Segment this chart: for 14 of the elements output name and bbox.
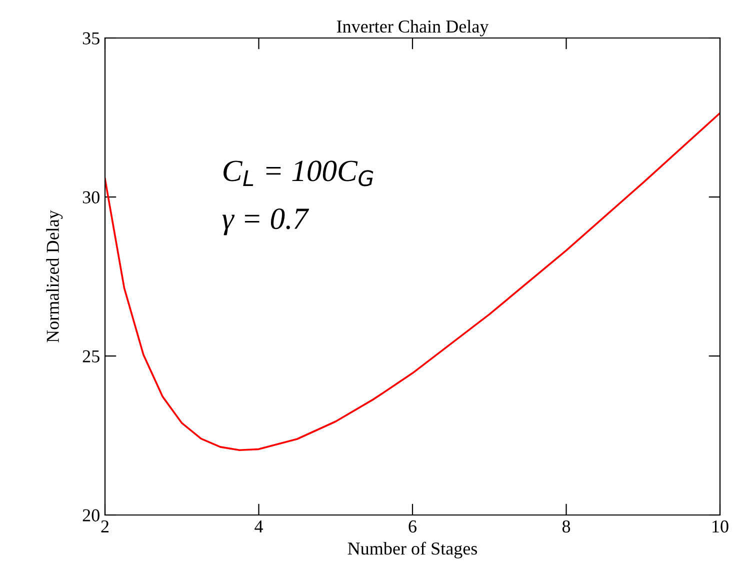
y-tick-label: 25: [82, 350, 100, 362]
x-tick-label: 4: [254, 520, 263, 532]
x-axis-title: Number of Stages: [348, 542, 478, 558]
chart-title: Inverter Chain Delay: [336, 20, 489, 36]
x-tick-label: 10: [712, 520, 728, 533]
x-tick-label: 8: [562, 520, 570, 533]
annotation: γ = 0.7: [222, 208, 310, 236]
x-tick-label: 6: [408, 520, 416, 533]
y-tick-label: 30: [82, 191, 100, 204]
y-axis-title: Normalized Delay: [46, 210, 63, 342]
annotation: C$_{L}$ = 100C$_{G}$: [224, 160, 374, 186]
y-tick-label: 35: [82, 32, 100, 44]
x-tick-label: 2: [101, 520, 109, 532]
y-tick-label: 20: [82, 509, 100, 522]
